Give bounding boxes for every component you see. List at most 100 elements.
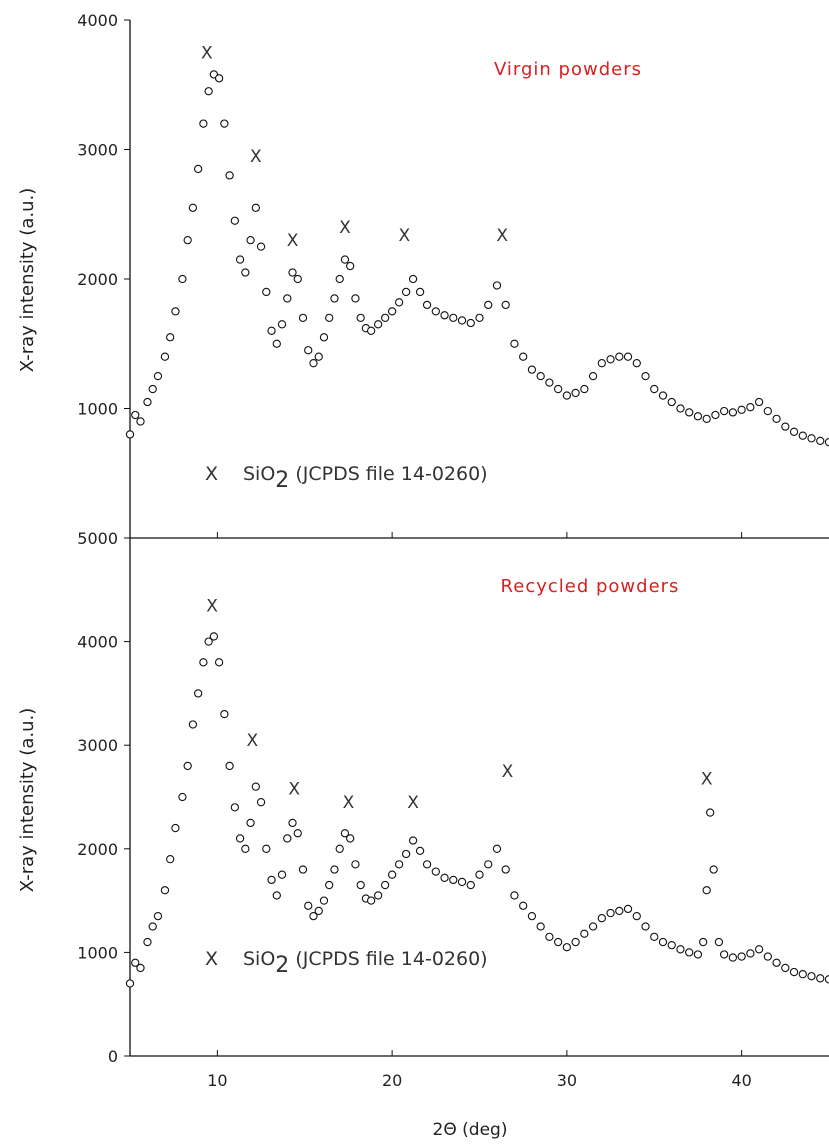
x-tick-label: 10 xyxy=(207,1071,227,1090)
data-point xyxy=(126,431,133,438)
y-tick-label: 2000 xyxy=(77,840,118,859)
data-point xyxy=(782,964,789,971)
data-point xyxy=(305,347,312,354)
data-point xyxy=(289,819,296,826)
data-point xyxy=(633,360,640,367)
x-tick-label: 40 xyxy=(731,1071,751,1090)
data-point xyxy=(520,353,527,360)
data-point xyxy=(252,204,259,211)
data-point xyxy=(712,411,719,418)
data-point xyxy=(668,942,675,949)
data-point xyxy=(368,327,375,334)
legend-marker: X xyxy=(205,948,218,970)
data-point xyxy=(703,887,710,894)
data-point xyxy=(756,398,763,405)
x-axis-label: 2Θ (deg) xyxy=(433,1120,508,1140)
data-point xyxy=(563,944,570,951)
data-point xyxy=(179,275,186,282)
data-point xyxy=(799,971,806,978)
data-point xyxy=(799,432,806,439)
data-point xyxy=(273,340,280,347)
data-point xyxy=(396,861,403,868)
sio2-peak-marker: X xyxy=(701,769,713,789)
data-point xyxy=(467,881,474,888)
data-point xyxy=(315,353,322,360)
data-point xyxy=(257,243,264,250)
data-point xyxy=(172,824,179,831)
y-tick-label: 2000 xyxy=(77,270,118,289)
data-point xyxy=(598,360,605,367)
data-point xyxy=(305,902,312,909)
data-point xyxy=(651,933,658,940)
data-point xyxy=(458,878,465,885)
data-point xyxy=(598,915,605,922)
sio2-peak-marker: X xyxy=(206,596,218,616)
data-point xyxy=(642,373,649,380)
data-point xyxy=(616,907,623,914)
data-point xyxy=(236,256,243,263)
data-point xyxy=(268,327,275,334)
data-point xyxy=(409,837,416,844)
data-point xyxy=(493,845,500,852)
data-point xyxy=(336,275,343,282)
data-point xyxy=(289,269,296,276)
data-point xyxy=(555,385,562,392)
data-point xyxy=(642,923,649,930)
y-tick-label: 4000 xyxy=(77,633,118,652)
data-point xyxy=(284,295,291,302)
data-point xyxy=(808,435,815,442)
data-point xyxy=(347,262,354,269)
data-point xyxy=(707,809,714,816)
data-point xyxy=(284,835,291,842)
data-point xyxy=(502,301,509,308)
legend-text: SiO2 (JCPDS file 14-0260) xyxy=(243,463,488,493)
data-point xyxy=(790,428,797,435)
data-point xyxy=(825,439,829,446)
data-point xyxy=(607,909,614,916)
data-point xyxy=(416,288,423,295)
data-point xyxy=(210,633,217,640)
data-point xyxy=(263,845,270,852)
data-point xyxy=(764,407,771,414)
sio2-peak-marker: X xyxy=(201,43,213,63)
data-point xyxy=(773,415,780,422)
data-point xyxy=(326,314,333,321)
data-point xyxy=(320,897,327,904)
data-point xyxy=(375,892,382,899)
data-point xyxy=(729,409,736,416)
data-point xyxy=(476,314,483,321)
data-point xyxy=(247,237,254,244)
data-point xyxy=(747,404,754,411)
legend-text-suffix: (JCPDS file 14-0260) xyxy=(289,948,487,970)
data-point xyxy=(221,711,228,718)
sio2-peak-marker: X xyxy=(399,226,411,246)
data-point xyxy=(144,938,151,945)
data-point xyxy=(790,968,797,975)
data-point xyxy=(231,804,238,811)
data-point xyxy=(352,295,359,302)
data-point xyxy=(686,409,693,416)
data-point xyxy=(299,314,306,321)
panel-title: Virgin powders xyxy=(494,59,642,80)
data-point xyxy=(221,120,228,127)
data-point xyxy=(572,938,579,945)
data-point xyxy=(331,295,338,302)
data-point xyxy=(137,418,144,425)
data-point xyxy=(537,373,544,380)
data-point xyxy=(659,938,666,945)
data-point xyxy=(677,946,684,953)
data-point xyxy=(686,949,693,956)
y-tick-label: 0 xyxy=(108,1047,118,1066)
data-point xyxy=(179,793,186,800)
data-point xyxy=(738,953,745,960)
data-point xyxy=(450,876,457,883)
data-point xyxy=(278,871,285,878)
data-point xyxy=(154,913,161,920)
data-point xyxy=(126,980,133,987)
data-point xyxy=(137,964,144,971)
data-point xyxy=(764,953,771,960)
data-point xyxy=(581,385,588,392)
data-point xyxy=(294,830,301,837)
data-point xyxy=(273,892,280,899)
